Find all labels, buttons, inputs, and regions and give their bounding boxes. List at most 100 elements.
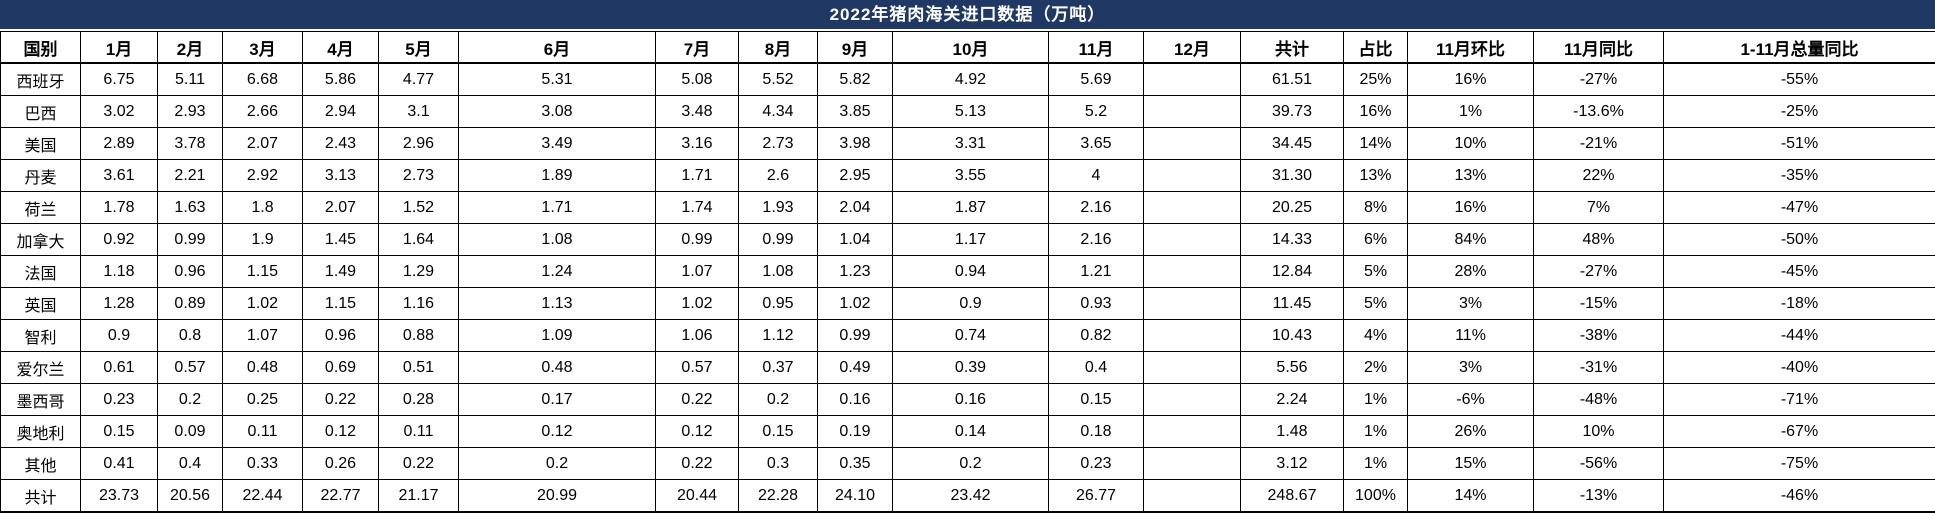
cell: 3.49	[458, 127, 656, 160]
cell	[1143, 62, 1241, 96]
cell: 0.2	[458, 447, 656, 480]
cell: 0.09	[157, 415, 223, 448]
cell: 1.71	[458, 191, 656, 224]
cell: 0.35	[817, 447, 893, 480]
cell: 0.82	[1048, 319, 1144, 352]
cell: 3.78	[157, 127, 223, 160]
cell: 4%	[1343, 319, 1408, 352]
cell: 22.44	[222, 479, 303, 513]
cell: 3.12	[1240, 447, 1344, 480]
cell: 0.15	[1048, 383, 1144, 416]
cell: 39.73	[1240, 95, 1344, 128]
cell: 5.13	[892, 95, 1049, 128]
cell: 0.99	[157, 223, 223, 256]
cell: 23.73	[80, 479, 158, 513]
cell: 2.66	[222, 95, 303, 128]
cell: 3.31	[892, 127, 1049, 160]
cell: 0.96	[157, 255, 223, 288]
cell: 1.02	[655, 287, 739, 320]
row-label: 荷兰	[0, 191, 81, 224]
cell: 0.11	[222, 415, 303, 448]
cell: 0.4	[1048, 351, 1144, 384]
cell: -48%	[1533, 383, 1664, 416]
column-header-13: 共计	[1240, 31, 1344, 64]
cell: 1.23	[817, 255, 893, 288]
cell: -6%	[1407, 383, 1534, 416]
column-header-1: 1月	[80, 31, 158, 64]
cell: 16%	[1343, 95, 1408, 128]
cell: 1.21	[1048, 255, 1144, 288]
cell: 1%	[1343, 415, 1408, 448]
cell	[1143, 351, 1241, 384]
cell: 14%	[1343, 127, 1408, 160]
cell: 7%	[1533, 191, 1664, 224]
cell: 34.45	[1240, 127, 1344, 160]
cell: 3.16	[655, 127, 739, 160]
cell: 1.45	[302, 223, 379, 256]
cell	[1143, 95, 1241, 128]
cell: 13%	[1343, 159, 1408, 192]
cell: 20.44	[655, 479, 739, 513]
cell: 2.16	[1048, 191, 1144, 224]
cell: 0.93	[1048, 287, 1144, 320]
cell: 0.48	[458, 351, 656, 384]
cell: 4.92	[892, 62, 1049, 96]
column-header-8: 8月	[738, 31, 818, 64]
cell: 1.16	[378, 287, 459, 320]
cell: -38%	[1533, 319, 1664, 352]
cell: 22.28	[738, 479, 818, 513]
cell: 0.23	[1048, 447, 1144, 480]
column-header-4: 4月	[302, 31, 379, 64]
cell: 12.84	[1240, 255, 1344, 288]
cell	[1143, 287, 1241, 320]
cell: -50%	[1663, 223, 1935, 256]
cell: 1.15	[302, 287, 379, 320]
cell: 1.29	[378, 255, 459, 288]
cell	[1143, 223, 1241, 256]
table-row: 英国 1.28 0.89 1.02 1.15 1.16 1.13 1.02 0.95 1.02 0.…	[0, 287, 1935, 320]
cell: -45%	[1663, 255, 1935, 288]
cell: 3.61	[80, 159, 158, 192]
cell: 0.88	[378, 319, 459, 352]
table-title: 2022年猪肉海关进口数据（万吨）	[0, 0, 1935, 29]
cell: 3.48	[655, 95, 739, 128]
column-header-2: 2月	[157, 31, 223, 64]
cell: 1.49	[302, 255, 379, 288]
cell: 1.02	[222, 287, 303, 320]
cell: 0.25	[222, 383, 303, 416]
cell: 1.8	[222, 191, 303, 224]
cell: 22%	[1533, 159, 1664, 192]
cell: 0.22	[302, 383, 379, 416]
cell: 0.41	[80, 447, 158, 480]
cell: 5.69	[1048, 62, 1144, 96]
cell: 2.95	[817, 159, 893, 192]
cell: 0.22	[378, 447, 459, 480]
cell: 0.22	[655, 383, 739, 416]
cell: -55%	[1663, 62, 1935, 96]
cell: -13%	[1533, 479, 1664, 513]
cell: 5.82	[817, 62, 893, 96]
row-label: 美国	[0, 127, 81, 160]
cell: 1.9	[222, 223, 303, 256]
cell: 1.12	[738, 319, 818, 352]
cell: 1.93	[738, 191, 818, 224]
cell: 0.61	[80, 351, 158, 384]
row-label: 其他	[0, 447, 81, 480]
cell: 1.48	[1240, 415, 1344, 448]
cell: 3.02	[80, 95, 158, 128]
column-header-16: 11月同比	[1533, 31, 1664, 64]
table-row: 加拿大 0.92 0.99 1.9 1.45 1.64 1.08 0.99 0.99 1.04 1.…	[0, 223, 1935, 256]
row-label: 丹麦	[0, 159, 81, 192]
cell: 6.75	[80, 62, 158, 96]
cell: 1.07	[655, 255, 739, 288]
cell: 1.87	[892, 191, 1049, 224]
cell: -13.6%	[1533, 95, 1664, 128]
cell: 2.07	[222, 127, 303, 160]
cell: 0.16	[817, 383, 893, 416]
cell: 0.12	[458, 415, 656, 448]
column-header-6: 6月	[458, 31, 656, 64]
cell: 1.15	[222, 255, 303, 288]
cell: 5.08	[655, 62, 739, 96]
cell: 1%	[1343, 383, 1408, 416]
